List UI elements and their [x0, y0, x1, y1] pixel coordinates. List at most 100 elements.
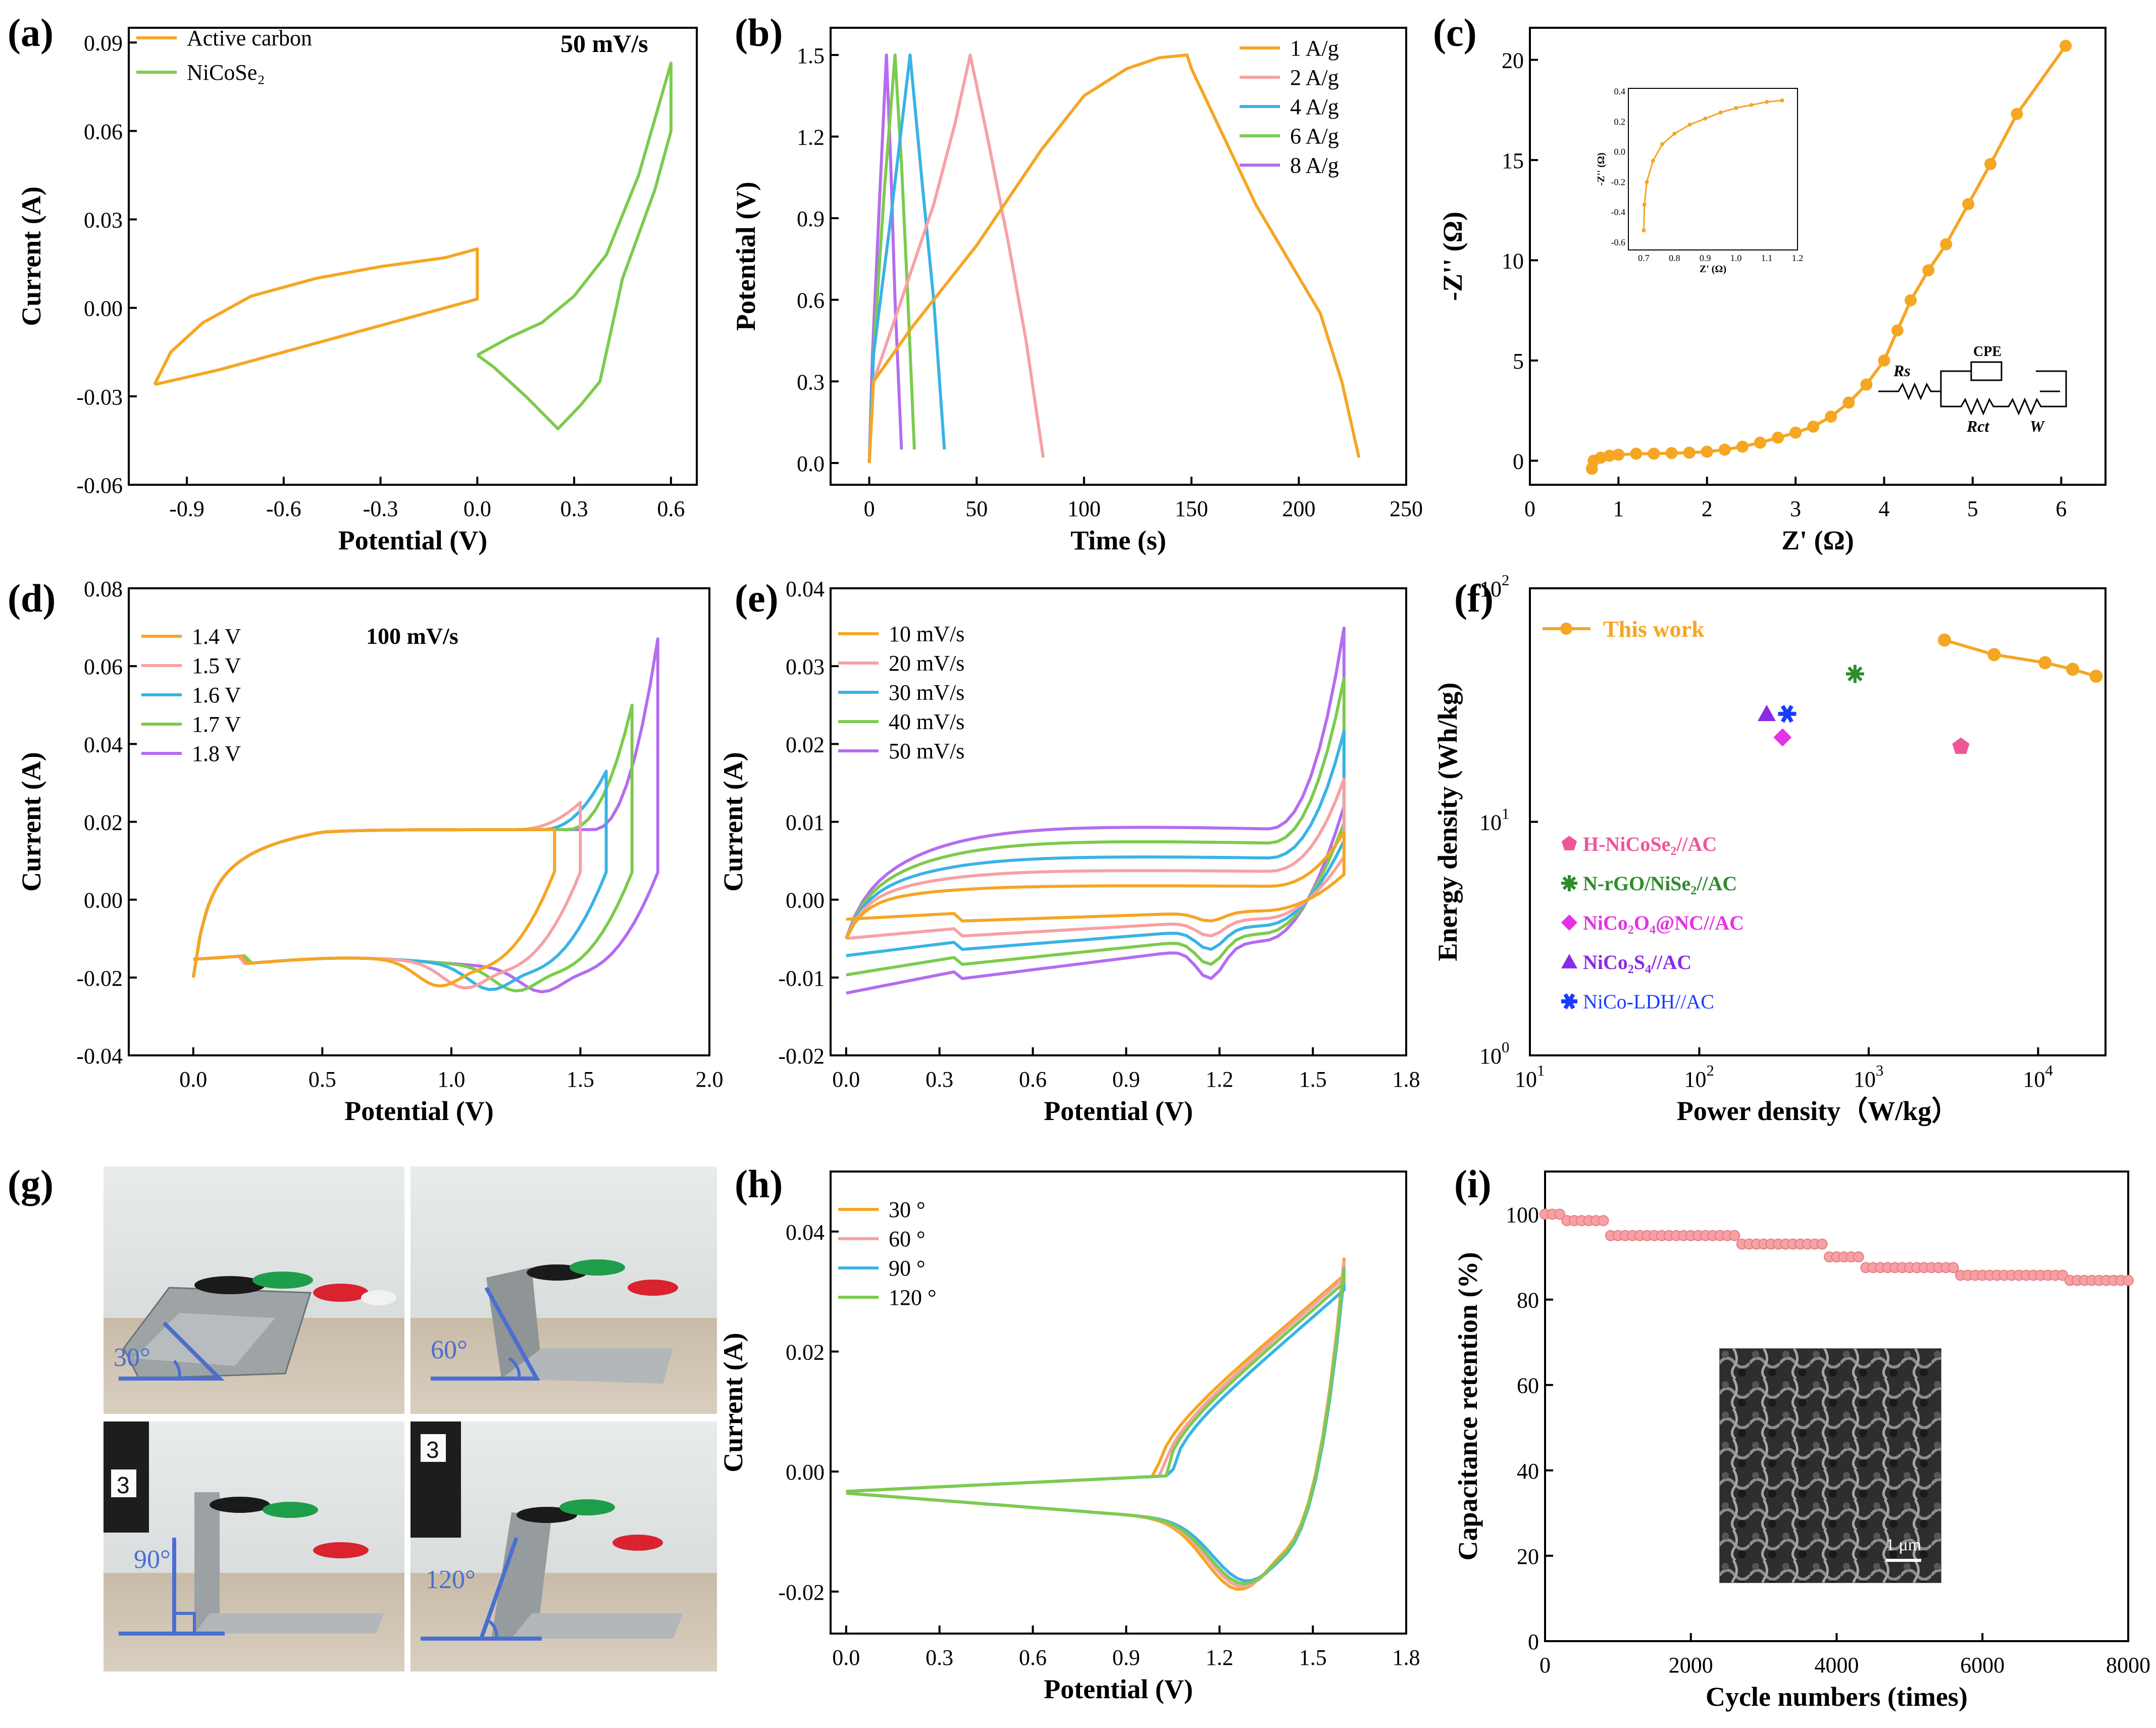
cv-curve [846, 1260, 1346, 1588]
cv-curve [191, 828, 556, 988]
inset-point [1660, 142, 1664, 146]
x-axis-label: Z' (Ω) [1781, 525, 1854, 555]
nyquist-point [1665, 447, 1678, 460]
y-tick-label: 0.3 [797, 370, 825, 394]
inset-y-tick-label: -0.4 [1611, 207, 1626, 217]
inset-x-tick-label: 1.1 [1761, 253, 1773, 263]
sem-scale-label: 1 μm [1886, 1536, 1921, 1554]
x-tick-label: 0.9 [1112, 1067, 1140, 1092]
x-axis-label: Time (s) [1070, 525, 1166, 555]
y-tick-label: 0.06 [84, 119, 123, 144]
nyquist-point [1825, 411, 1837, 423]
y-tick-label: 60 [1517, 1374, 1539, 1398]
x-tick-label: 2.0 [696, 1067, 724, 1092]
reference-point [1758, 704, 1776, 722]
retention-point [1598, 1215, 1609, 1227]
plot-frame [1529, 27, 2107, 486]
inset-point [1687, 122, 1692, 127]
x-tick-label: 1.2 [1206, 1645, 1234, 1670]
reference-point [1845, 665, 1864, 683]
plot-frame [830, 27, 1407, 486]
photo-angle-label: 30° [114, 1343, 150, 1372]
cv-curve [846, 1276, 1346, 1583]
panel-label-e: (e) [735, 576, 779, 620]
inset-x-label: Z' (Ω) [1700, 264, 1726, 275]
x-tick-label: 1.5 [1299, 1067, 1327, 1092]
x-axis-label: Potential (V) [338, 525, 487, 555]
nyquist-point [1683, 446, 1696, 459]
y-tick-label: 5 [1513, 349, 1524, 374]
chart-b: 0 50 100 150 200 250 0.0 0.3 0.6 0.9 1.2 1.5 Time (s… [731, 27, 1423, 555]
y-tick-label: 0.08 [84, 577, 123, 601]
y-tick-label: 10 [1502, 248, 1524, 273]
legend-label: 1.6 V [192, 683, 241, 707]
y-tick-label: 0.01 [786, 810, 825, 835]
photo-120-degree: 3 120° [410, 1421, 717, 1671]
x-tick-label: -0.9 [169, 496, 204, 521]
legend-label: 1.5 V [192, 653, 241, 678]
nyquist-point [1789, 426, 1802, 439]
panel-label-c: (c) [1433, 11, 1477, 55]
x-tick-label: 0.0 [179, 1067, 207, 1092]
inset-y-tick-label: 0.2 [1614, 117, 1626, 127]
y-tick-label: 15 [1502, 148, 1524, 173]
plot-frame [830, 1171, 1407, 1635]
y-tick-label: 80 [1517, 1288, 1539, 1313]
legend-label: 4 A/g [1290, 94, 1339, 119]
x-tick-label: 102 [1684, 1062, 1714, 1092]
x-tick-label: 0.6 [1019, 1645, 1047, 1670]
chart-i: 0 2000 4000 6000 8000 0 20 40 60 80 100 Cycle numbe… [1453, 1171, 2150, 1712]
chart-a: -0.9 -0.6 -0.3 0.0 0.3 0.6 -0.06 -0.03 0.00 0.03 0… [16, 26, 698, 555]
inset-y-label: -Z'' (Ω) [1596, 153, 1607, 185]
x-tick-label: 0.3 [926, 1645, 953, 1670]
y-axis-label: Current (A) [718, 1333, 748, 1472]
nyquist-point [1922, 264, 1935, 277]
this-work-point [2038, 656, 2052, 670]
legend-label: 1.7 V [192, 712, 241, 737]
inset-point [1651, 159, 1655, 163]
circuit-label: CPE [1973, 344, 2001, 360]
x-tick-label: 1.5 [1299, 1645, 1327, 1670]
legend-label: 40 mV/s [889, 709, 964, 734]
nyquist-line [1590, 44, 2067, 469]
legend-label: NiCo₂O₄@NC//AC [1583, 911, 1744, 934]
x-axis-label: Potential (V) [344, 1096, 493, 1126]
legend-label: NiCoSe₂ [187, 60, 265, 85]
nyquist-point [1962, 198, 1975, 211]
inset-point [1645, 180, 1649, 184]
cpe-element [1970, 361, 2003, 381]
y-tick-label: 100 [1479, 1039, 1509, 1069]
nyquist-point [1718, 443, 1731, 456]
y-tick-label: 0.02 [786, 732, 825, 757]
y-tick-label: 102 [1479, 572, 1509, 601]
inset-x-tick-label: 1.2 [1792, 253, 1804, 263]
x-tick-label: 200 [1282, 496, 1315, 521]
x-tick-label: 50 [965, 496, 988, 521]
nyquist-point [1754, 436, 1766, 449]
y-tick-label: 1.5 [797, 43, 825, 68]
x-tick-label: 103 [1854, 1062, 1883, 1092]
cv-curve [846, 1266, 1346, 1586]
legend-marker [1561, 875, 1577, 891]
y-tick-label: 20 [1517, 1544, 1539, 1569]
chart-e: 0.0 0.3 0.6 0.9 1.2 1.5 1.8 -0.02 -0.01 0.00 0.01 0… [718, 577, 1420, 1126]
nyquist-point [1984, 158, 1996, 170]
x-tick-label: 0.0 [832, 1645, 860, 1670]
legend-label: 30 ° [889, 1197, 926, 1222]
inset-point [1749, 103, 1754, 107]
retention-point [1554, 1208, 1565, 1220]
x-tick-label: 1.2 [1206, 1067, 1234, 1092]
inset-frame [1628, 88, 1798, 250]
y-tick-label: -0.06 [76, 473, 123, 498]
y-tick-label: -0.02 [778, 1044, 825, 1069]
x-tick-label: -0.3 [363, 496, 398, 521]
y-tick-label: 0 [1513, 449, 1524, 474]
legend-label: N-rGO/NiSe₂//AC [1583, 872, 1737, 895]
nyquist-point [1878, 354, 1890, 367]
x-tick-label: 0.3 [560, 496, 588, 521]
y-axis-label: Potential (V) [731, 182, 761, 331]
legend-label: 1.4 V [192, 624, 241, 649]
x-tick-label: 0 [1524, 496, 1535, 521]
inset-x-tick-label: 1.0 [1730, 253, 1742, 263]
